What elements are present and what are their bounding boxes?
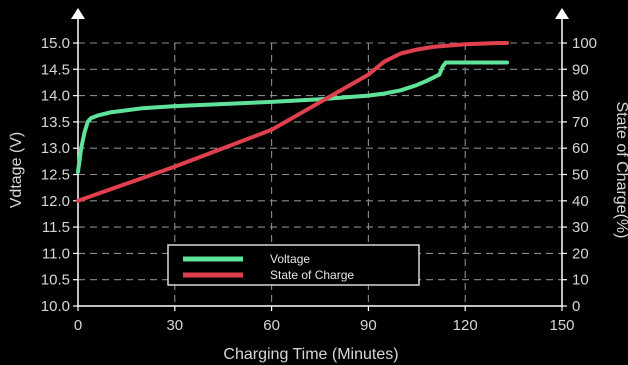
legend-box (167, 244, 420, 286)
x-tick-label: 0 (74, 317, 82, 334)
x-tick-label: 120 (453, 317, 478, 334)
y-tick-label-left: 11.5 (42, 219, 70, 236)
series-lines (76, 41, 510, 203)
series-line-state-of-charge (76, 41, 510, 203)
x-tick-label: 90 (360, 317, 377, 334)
legend-label-voltage: Voltage (270, 252, 310, 266)
legend-label-soc: State of Charge (270, 268, 354, 282)
x-tick-label: 30 (166, 317, 183, 334)
y-tick-label-left: 12.5 (41, 167, 70, 184)
y-axis-title-right: State of Charge(%) (613, 102, 628, 239)
y-tick-label-right: 60 (572, 140, 589, 157)
y-tick-label-right: 40 (572, 193, 589, 210)
y-tick-label-right: 0 (572, 298, 580, 315)
y-tick-label-right: 80 (572, 88, 589, 105)
left-axis-arrow-icon (71, 8, 85, 19)
y-tick-label-left: 13.0 (41, 140, 70, 157)
y-tick-label-left: 14.5 (41, 61, 70, 78)
y-tick-label-left: 15.0 (41, 35, 70, 52)
legend: Voltage State of Charge (167, 244, 420, 286)
y-tick-label-right: 100 (572, 35, 597, 52)
y-tick-label-right: 10 (572, 272, 589, 289)
y-tick-label-left: 14.0 (41, 88, 70, 105)
y-tick-labels-right: 0 10 20 30 40 50 60 70 80 90 100 (562, 35, 597, 315)
x-tick-label: 150 (549, 317, 574, 334)
y-tick-label-left: 10.5 (41, 272, 70, 289)
y-tick-label-right: 70 (572, 114, 589, 131)
x-tick-label: 60 (263, 317, 280, 334)
series-line-voltage (76, 60, 510, 174)
y-axis-title-left: Vdtage (V) (8, 132, 25, 208)
y-tick-label-left: 11.0 (42, 245, 70, 262)
y-tick-label-right: 20 (572, 245, 589, 262)
y-tick-label-left: 10.0 (41, 298, 70, 315)
right-axis-arrow-icon (555, 8, 569, 19)
y-tick-label-right: 90 (572, 61, 589, 78)
y-tick-label-right: 30 (572, 219, 589, 236)
x-axis-title: Charging Time (Minutes) (223, 346, 398, 363)
y-tick-label-left: 13.5 (41, 114, 70, 131)
y-tick-label-right: 50 (572, 167, 589, 184)
y-tick-label-left: 12.0 (41, 193, 70, 210)
x-tick-labels: 0 30 60 90 120 150 (74, 306, 575, 334)
y-tick-labels-left: 10.0 10.5 11.0 11.5 12.0 12.5 13.0 13.5 14.0 14.5… (41, 35, 78, 315)
